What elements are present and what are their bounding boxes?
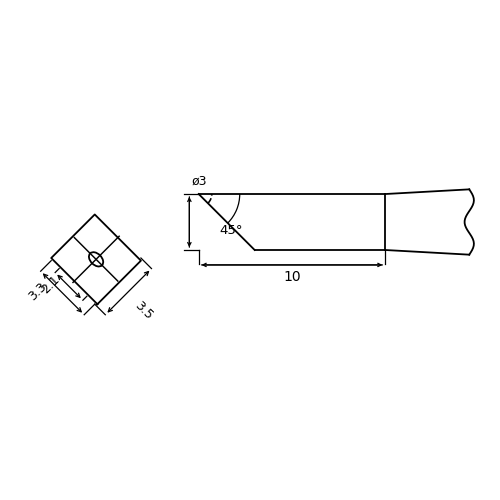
Text: ø3: ø3 bbox=[191, 174, 206, 188]
Text: 3.3: 3.3 bbox=[26, 280, 50, 302]
Text: 10: 10 bbox=[283, 270, 301, 283]
Text: 3.5: 3.5 bbox=[132, 299, 156, 322]
Text: 45°: 45° bbox=[219, 224, 242, 237]
Text: 2.1: 2.1 bbox=[40, 273, 62, 296]
